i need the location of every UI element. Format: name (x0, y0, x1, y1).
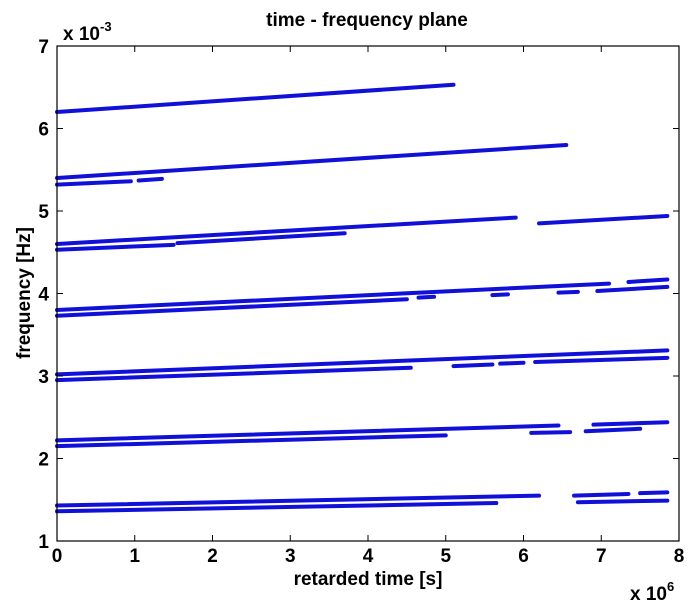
y-axis-label: frequency [Hz] (14, 227, 35, 359)
series-4-segment-1 (175, 231, 347, 246)
y-tick-label: 7 (38, 37, 49, 58)
series-6-segment-2 (490, 292, 510, 298)
series-12-segment-0 (55, 501, 499, 514)
chart-title: time - frequency plane (266, 10, 468, 31)
series-10-segment-0 (55, 433, 448, 449)
y-tick-label: 6 (38, 120, 49, 141)
series-7-segment-0 (55, 348, 670, 377)
series-6-segment-3 (556, 289, 580, 295)
y-tick-label: 2 (38, 450, 49, 471)
y-tick-label: 3 (38, 367, 49, 388)
series-1-segment-0 (55, 143, 569, 180)
series-0-segment-0 (55, 82, 456, 114)
series-6-segment-0 (55, 297, 409, 318)
x-tick-label: 8 (674, 546, 685, 567)
series-6-segment-1 (416, 294, 437, 300)
x-multiplier-label: x 106 (630, 579, 674, 605)
series-10-segment-2 (583, 426, 643, 434)
series-12-segment-1 (575, 498, 670, 505)
x-tick-label: 6 (518, 546, 529, 567)
series-6-segment-4 (595, 284, 670, 294)
x-axis-label: retarded time [s] (294, 569, 443, 590)
x-tick-label: 2 (207, 546, 218, 567)
series-5-segment-0 (55, 281, 612, 312)
plot-layer (55, 82, 670, 514)
y-tick-label: 4 (38, 285, 49, 306)
series-2-segment-0 (55, 179, 133, 187)
series-10-segment-1 (529, 430, 573, 435)
series-9-segment-0 (55, 423, 561, 443)
series-8-segment-3 (533, 355, 670, 364)
y-multiplier-exponent: -3 (100, 19, 112, 34)
series-2-segment-1 (136, 176, 164, 183)
series-9-segment-1 (591, 420, 670, 427)
x-tick-label: 1 (129, 546, 140, 567)
x-tick-label: 3 (285, 546, 296, 567)
y-ticks: 1 2 3 4 5 6 7 (38, 37, 679, 553)
series-4-segment-0 (55, 242, 176, 252)
x-ticks: 0 1 2 3 4 5 6 7 8 (52, 46, 685, 567)
series-5-segment-1 (626, 277, 670, 284)
series-3-segment-1 (537, 213, 670, 226)
x-multiplier-exponent: 6 (667, 579, 674, 594)
x-multiplier-base: x 10 (630, 584, 667, 605)
x-tick-label: 4 (363, 546, 374, 567)
x-tick-label: 5 (440, 546, 451, 567)
series-3-segment-0 (55, 215, 518, 246)
series-11-segment-1 (572, 491, 631, 498)
series-11-segment-0 (55, 493, 542, 508)
y-tick-label: 1 (38, 532, 49, 553)
y-multiplier-label: x 10-3 (63, 19, 112, 45)
series-8-segment-0 (55, 365, 413, 383)
series-8-segment-1 (451, 362, 495, 369)
series-8-segment-2 (498, 360, 526, 366)
x-tick-label: 7 (596, 546, 607, 567)
series-11-segment-2 (638, 490, 670, 496)
x-tick-label: 0 (52, 546, 63, 567)
y-multiplier-base: x 10 (63, 24, 100, 45)
y-tick-label: 5 (38, 202, 49, 223)
